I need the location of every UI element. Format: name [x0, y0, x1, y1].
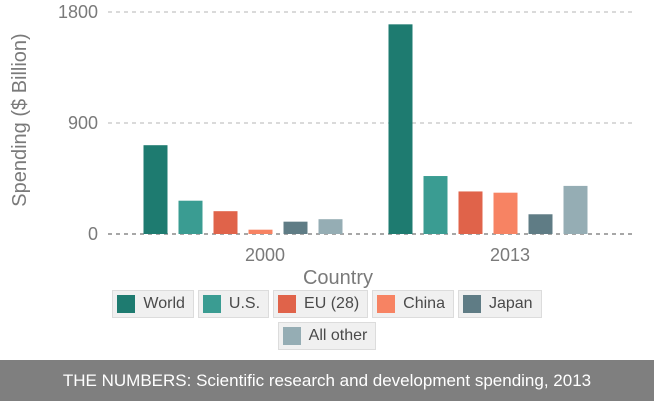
- bar-all-other-2000: [318, 219, 343, 234]
- legend-item[interactable]: All other: [277, 322, 377, 350]
- bar-china-2013: [493, 192, 518, 234]
- caption-text: THE NUMBERS: Scientific research and dev…: [62, 370, 592, 390]
- legend-swatch: [462, 295, 481, 313]
- legend-item[interactable]: U.S.: [197, 290, 270, 318]
- legend-swatch: [117, 295, 136, 313]
- legend-item[interactable]: World: [112, 290, 194, 318]
- legend-label: All other: [308, 327, 368, 344]
- caption-bar: THE NUMBERS: Scientific research and dev…: [0, 360, 654, 401]
- bar-u-s-2000: [178, 200, 203, 234]
- x-tick-label: 2000: [245, 245, 285, 265]
- legend-swatch: [278, 295, 297, 313]
- bar-world-2013: [388, 24, 413, 235]
- bar-eu-28-2000: [213, 211, 238, 234]
- bar-u-s-2013: [423, 176, 448, 234]
- legend-label: Japan: [488, 295, 533, 312]
- legend-item[interactable]: EU (28): [273, 290, 369, 318]
- y-tick-label: 900: [68, 113, 98, 133]
- legend-label: U.S.: [228, 295, 261, 312]
- legend-swatch: [282, 327, 301, 345]
- x-tick-label: 2013: [490, 245, 530, 265]
- bar-eu-28-2013: [458, 191, 483, 234]
- bar-world-2000: [143, 145, 168, 234]
- bar-all-other-2013: [563, 185, 588, 234]
- legend-swatch: [202, 295, 221, 313]
- legend-item[interactable]: Japan: [457, 290, 542, 318]
- legend-label: World: [143, 295, 185, 312]
- bar-chart: 0 900 1800 2000 2013 Spending ($ Billion) Co…: [9, 2, 636, 289]
- legend-label: China: [403, 295, 445, 312]
- legend-swatch: [377, 295, 396, 313]
- y-tick-label: 1800: [58, 2, 98, 22]
- bar-japan-2000: [283, 221, 308, 234]
- legend: World U.S. EU (28) China Japan All other: [0, 290, 654, 350]
- bar-china-2000: [248, 229, 273, 234]
- bars: [143, 24, 588, 235]
- x-axis-title: Country: [303, 267, 373, 289]
- legend-item[interactable]: China: [372, 290, 454, 318]
- y-tick-label: 0: [88, 224, 98, 244]
- legend-label: EU (28): [304, 295, 360, 312]
- y-axis-title: Spending ($ Billion): [9, 33, 31, 206]
- tick-labels: 0 900 1800 2000 2013: [58, 2, 530, 265]
- bar-japan-2013: [528, 214, 553, 234]
